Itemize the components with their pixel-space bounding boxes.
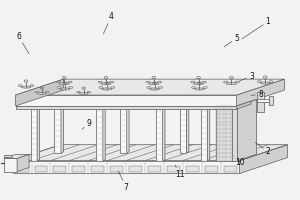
Ellipse shape <box>38 93 46 94</box>
Polygon shape <box>120 98 127 153</box>
Text: 8: 8 <box>251 90 263 99</box>
Ellipse shape <box>260 82 270 84</box>
Ellipse shape <box>224 81 228 83</box>
Ellipse shape <box>111 87 115 88</box>
Ellipse shape <box>99 87 103 88</box>
Polygon shape <box>201 106 207 161</box>
Polygon shape <box>37 105 40 161</box>
Ellipse shape <box>147 87 151 88</box>
Polygon shape <box>4 154 29 158</box>
Polygon shape <box>17 154 29 171</box>
Polygon shape <box>237 101 251 109</box>
Text: 4: 4 <box>103 12 114 34</box>
Polygon shape <box>53 166 66 172</box>
Ellipse shape <box>45 91 49 93</box>
Polygon shape <box>16 95 237 106</box>
Text: 11: 11 <box>175 165 184 179</box>
Polygon shape <box>13 145 287 161</box>
Polygon shape <box>96 106 103 161</box>
Ellipse shape <box>79 93 88 94</box>
Polygon shape <box>16 106 237 109</box>
Ellipse shape <box>68 81 72 83</box>
Ellipse shape <box>77 91 80 93</box>
Text: 6: 6 <box>16 32 29 54</box>
Ellipse shape <box>192 87 196 88</box>
Ellipse shape <box>101 83 111 85</box>
Ellipse shape <box>57 87 61 88</box>
Polygon shape <box>4 158 17 171</box>
Ellipse shape <box>191 81 195 83</box>
Ellipse shape <box>35 91 38 93</box>
Polygon shape <box>103 105 105 161</box>
Text: 5: 5 <box>224 34 239 47</box>
Polygon shape <box>238 100 256 161</box>
Ellipse shape <box>149 83 159 85</box>
Polygon shape <box>127 97 129 153</box>
Ellipse shape <box>110 81 114 83</box>
Polygon shape <box>4 155 12 157</box>
Polygon shape <box>148 166 161 172</box>
Text: 7: 7 <box>118 171 128 192</box>
Text: 9: 9 <box>82 119 91 129</box>
Ellipse shape <box>202 81 206 83</box>
Text: 3: 3 <box>239 72 254 81</box>
Text: 2: 2 <box>255 142 270 156</box>
Polygon shape <box>34 166 47 172</box>
Polygon shape <box>156 106 163 161</box>
Ellipse shape <box>87 91 91 93</box>
Polygon shape <box>13 161 240 173</box>
Polygon shape <box>110 166 123 172</box>
Ellipse shape <box>59 83 69 85</box>
Polygon shape <box>256 92 264 112</box>
Polygon shape <box>205 166 218 172</box>
Ellipse shape <box>158 81 162 83</box>
Ellipse shape <box>60 88 70 90</box>
Polygon shape <box>240 145 287 173</box>
Text: 1: 1 <box>242 17 270 39</box>
Ellipse shape <box>226 83 236 85</box>
Polygon shape <box>61 97 63 153</box>
Ellipse shape <box>56 81 60 83</box>
Polygon shape <box>268 96 273 105</box>
Ellipse shape <box>203 87 207 88</box>
Ellipse shape <box>98 81 102 83</box>
Polygon shape <box>256 99 268 102</box>
Ellipse shape <box>235 81 239 83</box>
Polygon shape <box>207 105 210 161</box>
Ellipse shape <box>146 81 150 83</box>
Polygon shape <box>16 79 63 106</box>
Ellipse shape <box>69 87 73 88</box>
Polygon shape <box>232 106 238 161</box>
Polygon shape <box>186 166 199 172</box>
Polygon shape <box>237 79 284 106</box>
Polygon shape <box>16 79 284 95</box>
Ellipse shape <box>158 87 162 88</box>
Polygon shape <box>224 166 237 172</box>
Ellipse shape <box>102 88 112 90</box>
Polygon shape <box>180 98 186 153</box>
Ellipse shape <box>21 86 31 88</box>
Polygon shape <box>54 98 61 153</box>
Ellipse shape <box>30 85 34 86</box>
Ellipse shape <box>257 81 262 83</box>
Polygon shape <box>167 166 180 172</box>
Polygon shape <box>163 105 165 161</box>
Ellipse shape <box>18 85 22 86</box>
Polygon shape <box>186 97 189 153</box>
Polygon shape <box>129 166 142 172</box>
Polygon shape <box>16 166 28 172</box>
Ellipse shape <box>269 81 273 83</box>
Polygon shape <box>91 166 104 172</box>
Ellipse shape <box>150 88 160 90</box>
Ellipse shape <box>194 83 203 85</box>
Polygon shape <box>31 106 37 161</box>
Ellipse shape <box>194 88 204 90</box>
Text: 10: 10 <box>234 156 244 167</box>
Polygon shape <box>72 166 85 172</box>
Polygon shape <box>216 106 232 161</box>
